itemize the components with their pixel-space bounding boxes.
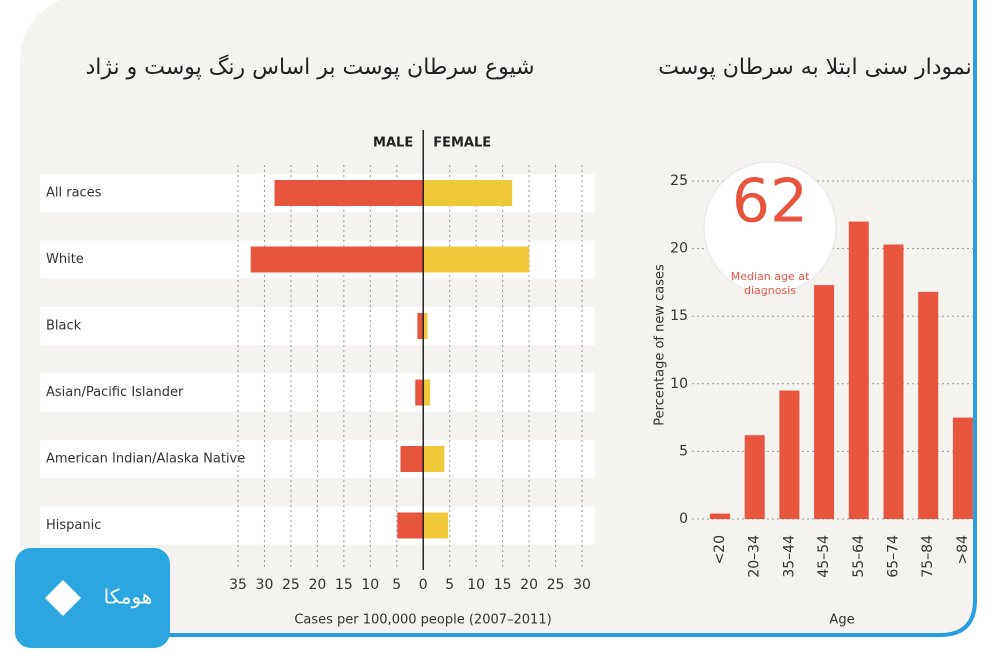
y-tick-label: 15 (670, 308, 688, 324)
bar (744, 435, 765, 519)
x-tick-label: 45–54 (816, 535, 832, 578)
frame-border (160, 0, 977, 637)
category-label: American Indian/Alaska Native (46, 452, 245, 467)
bar (400, 446, 424, 472)
legend-label: FEMALE (433, 136, 491, 151)
x-axis-label: Cases per 100,000 people (2007–2011) (294, 613, 551, 628)
y-axis-label: Percentage of new cases (653, 264, 668, 426)
annotation-value: 62 (732, 167, 808, 237)
x-tick-label: 15 (335, 577, 353, 593)
x-tick-label: 5 (392, 577, 401, 593)
category-label: Hispanic (46, 518, 101, 533)
y-tick-label: 10 (670, 376, 688, 392)
x-tick-label: 10 (467, 577, 485, 593)
bar (952, 417, 973, 519)
bar (814, 285, 835, 519)
bar (779, 390, 800, 519)
x-tick-label: 20 (308, 577, 326, 593)
annotation-caption: Median age at diagnosis (730, 270, 810, 297)
x-tick-label: 5 (445, 577, 454, 593)
x-axis-label: Age (829, 613, 854, 628)
logo-text: هومکا (104, 585, 153, 609)
logo-box (15, 548, 170, 648)
category-label: White (46, 252, 84, 267)
annotation-caption-box: Median age at diagnosis (730, 270, 810, 297)
x-tick-label: 25 (547, 577, 565, 593)
bar (883, 244, 904, 519)
annotation-circle (703, 161, 837, 295)
x-tick-label: 65–74 (886, 535, 902, 578)
logo-icon (45, 580, 81, 616)
x-tick-label: 0 (419, 577, 428, 593)
bar (423, 180, 513, 206)
x-tick-label: >84 (955, 535, 971, 565)
category-label: Asian/Pacific Islander (46, 385, 184, 400)
bar (274, 180, 424, 206)
category-label: All races (46, 186, 102, 201)
y-tick-label: 20 (670, 241, 688, 257)
bar (848, 221, 869, 519)
chart-title: شیوع سرطان پوست بر اساس رنگ پوست و نژاد (85, 54, 534, 80)
bar (250, 246, 424, 273)
x-tick-label: <20 (712, 535, 728, 565)
bar (423, 446, 445, 472)
legend-label: MALE (373, 136, 413, 151)
bar (710, 513, 730, 519)
bar (417, 313, 424, 339)
bar (918, 291, 939, 519)
bar (423, 313, 428, 339)
x-tick-label: 75–84 (920, 535, 936, 578)
x-tick-label: 35–44 (781, 535, 797, 578)
x-tick-label: 30 (256, 577, 274, 593)
x-tick-label: 15 (494, 577, 512, 593)
bar (415, 379, 424, 406)
category-label: Black (46, 319, 82, 334)
x-tick-label: 20 (520, 577, 538, 593)
bar (423, 379, 431, 406)
y-tick-label: 0 (679, 511, 688, 527)
x-tick-label: 20–34 (747, 535, 763, 578)
x-tick-label: 55–64 (851, 535, 867, 578)
y-tick-label: 25 (670, 173, 688, 189)
y-tick-label: 5 (679, 443, 688, 459)
x-tick-label: 30 (573, 577, 591, 593)
bar (423, 512, 449, 539)
x-tick-label: 25 (282, 577, 300, 593)
bar (423, 246, 530, 273)
x-tick-label: 10 (361, 577, 379, 593)
chart-title: نمودار سنی ابتلا به سرطان پوست (658, 55, 972, 80)
x-tick-label: 35 (229, 577, 247, 593)
bar (397, 512, 424, 539)
